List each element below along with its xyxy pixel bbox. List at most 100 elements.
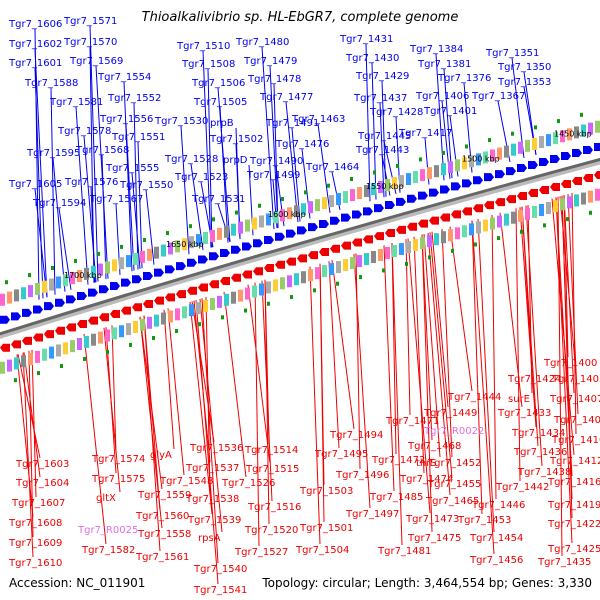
reverse-gene-label[interactable]: Tgr7_1446	[471, 500, 525, 511]
forward-gene-label[interactable]: Tgr7_1508	[181, 59, 235, 70]
reverse-gene-label[interactable]: Tgr7_1604	[15, 478, 69, 489]
reverse-gene-label[interactable]: Tgr7_1503	[299, 486, 353, 497]
reverse-gene-label[interactable]: Tgr7_1582	[81, 545, 135, 556]
forward-gene-label[interactable]: Tgr7_1353	[497, 77, 551, 88]
reverse-gene-label[interactable]: Tgr7_1539	[187, 515, 241, 526]
forward-gene-label[interactable]: Tgr7_1581	[49, 97, 103, 108]
reverse-gene-label[interactable]: Tgr7_1501	[299, 523, 353, 534]
reverse-gene-label[interactable]: Tgr7_1609	[8, 538, 62, 549]
reverse-gene-label[interactable]: Tgr7_1412	[549, 456, 600, 467]
forward-gene-label[interactable]: Tgr7_1528	[164, 154, 218, 165]
reverse-gene-label[interactable]: Tgr7_1610	[8, 558, 62, 569]
reverse-gene-label[interactable]: Tgr7_1410	[551, 435, 600, 446]
forward-gene-label[interactable]: Tgr7_1594	[32, 198, 86, 209]
reverse-gene-label[interactable]: Tgr7_1607	[11, 498, 65, 509]
forward-gene-label[interactable]: Tgr7_1350	[497, 62, 551, 73]
forward-gene-label[interactable]: Tgr7_1571	[63, 16, 117, 27]
reverse-gene-label[interactable]: Tgr7_1496	[335, 470, 389, 481]
forward-gene-label[interactable]: Tgr7_1576	[64, 177, 118, 188]
forward-gene-label[interactable]: Tgr7_1376	[437, 73, 491, 84]
forward-gene-label[interactable]: Tgr7_1595	[26, 148, 80, 159]
forward-gene-label[interactable]: prpD	[223, 155, 248, 166]
forward-gene-label[interactable]: Tgr7_1351	[485, 48, 539, 59]
reverse-gene-label[interactable]: Tgr7_1436	[513, 447, 567, 458]
forward-gene-label[interactable]: Tgr7_1578	[57, 126, 111, 137]
reverse-gene-label[interactable]: Tgr7_1603	[15, 459, 69, 470]
forward-gene-label[interactable]: Tgr7_1556	[99, 114, 153, 125]
reverse-gene-label[interactable]: Tgr7_1497	[345, 509, 399, 520]
reverse-gene-label[interactable]: Tgr7_1527	[234, 547, 288, 558]
reverse-gene-label[interactable]: Tgr7_1416	[547, 477, 600, 488]
reverse-gene-label[interactable]: gltX	[96, 493, 116, 504]
reverse-gene-label[interactable]: Tgr7_1472	[371, 455, 425, 466]
reverse-gene-label[interactable]: Tgr7_1559	[137, 490, 191, 501]
forward-gene-label[interactable]: Tgr7_1401	[423, 106, 477, 117]
forward-gene-label[interactable]: Tgr7_1569	[69, 56, 123, 67]
forward-gene-label[interactable]: Tgr7_1531	[191, 194, 245, 205]
reverse-gene-label[interactable]: thrS	[416, 458, 437, 469]
reverse-gene-label[interactable]: Tgr7_1425	[547, 544, 600, 555]
forward-gene-label[interactable]: Tgr7_1606	[8, 19, 62, 30]
reverse-gene-label[interactable]: Tgr7_1520	[244, 525, 298, 536]
forward-gene-label[interactable]: Tgr7_1602	[8, 39, 62, 50]
forward-gene-label[interactable]: Tgr7_1367	[471, 91, 525, 102]
reverse-gene-label[interactable]: Tgr7_1449	[423, 408, 477, 419]
reverse-gene-label[interactable]: Tgr7_1408	[553, 415, 600, 426]
forward-gene-label[interactable]: Tgr7_1479	[243, 56, 297, 67]
forward-gene-label[interactable]: Tgr7_1552	[107, 93, 161, 104]
reverse-gene-label[interactable]: Tgr7_1456	[469, 555, 523, 566]
forward-gene-label[interactable]: Tgr7_1551	[111, 132, 165, 143]
reverse-gene-label[interactable]: Tgr7_1541	[193, 585, 247, 596]
reverse-gene-label[interactable]: Tgr7_1465	[425, 496, 479, 507]
reverse-gene-label[interactable]: rpsA	[198, 533, 221, 544]
reverse-gene-label[interactable]: Tgr7_1473	[405, 514, 459, 525]
forward-gene-label[interactable]: Tgr7_1478	[247, 74, 301, 85]
reverse-gene-label[interactable]: Tgr7_1495	[314, 449, 368, 460]
reverse-gene-label[interactable]: Tgr7_1405	[551, 374, 600, 385]
reverse-gene-label[interactable]: Tgr7_1442	[495, 482, 549, 493]
rna-gene-label[interactable]: Tgr7_R0025	[77, 525, 138, 536]
reverse-gene-label[interactable]: Tgr7_1419	[547, 500, 600, 511]
forward-gene-label[interactable]: Tgr7_1476	[275, 139, 329, 150]
reverse-gene-label[interactable]: Tgr7_1454	[469, 533, 523, 544]
reverse-gene-label[interactable]: Tgr7_1434	[511, 428, 565, 439]
forward-gene-label[interactable]: Tgr7_1491	[265, 118, 319, 129]
forward-gene-label[interactable]: Tgr7_1428	[369, 107, 423, 118]
reverse-gene-label[interactable]: Tgr7_1435	[537, 557, 591, 568]
reverse-gene-label[interactable]: Tgr7_1468	[407, 441, 461, 452]
reverse-gene-label[interactable]: Tgr7_1438	[517, 467, 571, 478]
forward-gene-label[interactable]: Tgr7_1550	[119, 180, 173, 191]
forward-gene-label[interactable]: Tgr7_1429	[355, 71, 409, 82]
reverse-gene-label[interactable]: Tgr7_1561	[135, 552, 189, 563]
reverse-gene-label[interactable]: glyA	[150, 450, 172, 461]
reverse-gene-label[interactable]: Tgr7_1455	[427, 479, 481, 490]
reverse-gene-label[interactable]: Tgr7_1548	[159, 476, 213, 487]
reverse-gene-label[interactable]: Tgr7_1444	[447, 392, 501, 403]
reverse-gene-label[interactable]: Tgr7_1481	[377, 546, 431, 557]
reverse-gene-label[interactable]: Tgr7_1485	[369, 492, 423, 503]
forward-gene-label[interactable]: Tgr7_1588	[24, 78, 78, 89]
forward-gene-label[interactable]: Tgr7_1506	[191, 78, 245, 89]
forward-gene-label[interactable]: Tgr7_1464	[305, 162, 359, 173]
forward-gene-label[interactable]: Tgr7_1381	[417, 59, 471, 70]
reverse-gene-label[interactable]: Tgr7_1474	[399, 474, 453, 485]
reverse-gene-label[interactable]: Tgr7_1452	[427, 458, 481, 469]
forward-gene-label[interactable]: Tgr7_1601	[8, 58, 62, 69]
forward-gene-label[interactable]: Tgr7_1570	[63, 37, 117, 48]
forward-gene-label[interactable]: Tgr7_1463	[291, 114, 345, 125]
forward-gene-label[interactable]: Tgr7_1555	[105, 163, 159, 174]
reverse-gene-label[interactable]: Tgr7_1516	[247, 502, 301, 513]
reverse-gene-label[interactable]: Tgr7_1494	[329, 430, 383, 441]
reverse-gene-label[interactable]: Tgr7_1433	[497, 408, 551, 419]
reverse-gene-label[interactable]: Tgr7_1538	[185, 494, 239, 505]
forward-gene-label[interactable]: Tgr7_1445	[357, 131, 411, 142]
forward-gene-label[interactable]: Tgr7_1605	[8, 179, 62, 190]
forward-gene-label[interactable]: Tgr7_1490	[249, 156, 303, 167]
reverse-gene-label[interactable]: Tgr7_1537	[185, 463, 239, 474]
forward-gene-label[interactable]: Tgr7_1443	[355, 145, 409, 156]
reverse-gene-label[interactable]: Tgr7_1536	[189, 443, 243, 454]
reverse-gene-label[interactable]: surE	[508, 394, 530, 405]
reverse-gene-label[interactable]: Tgr7_1526	[221, 478, 275, 489]
reverse-gene-label[interactable]: Tgr7_1515	[245, 464, 299, 475]
reverse-gene-label[interactable]: Tgr7_1575	[91, 474, 145, 485]
